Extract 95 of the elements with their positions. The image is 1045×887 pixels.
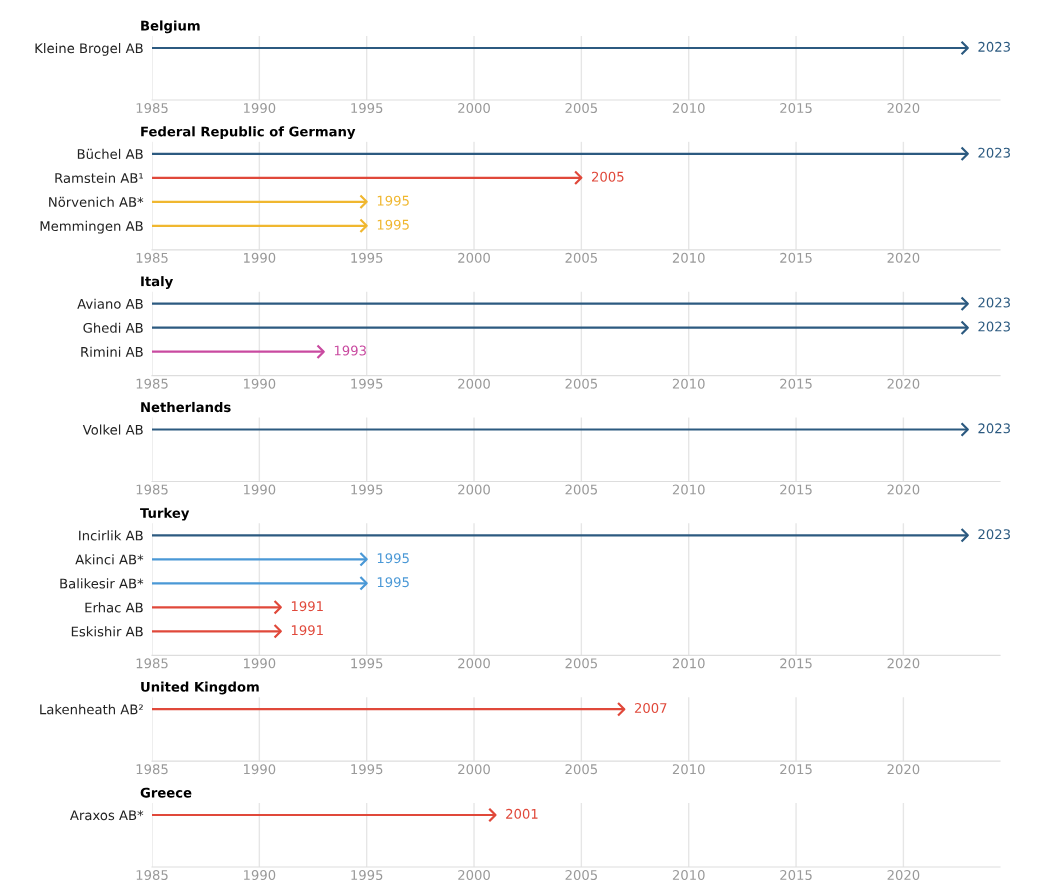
x-tick-label: 2020 — [887, 252, 920, 263]
chart-title: Greece — [140, 787, 192, 798]
x-tick-label: 2015 — [780, 484, 812, 495]
data-label: 2005 — [591, 171, 624, 182]
x-tick-label: 2000 — [458, 484, 490, 495]
chart-title: Italy — [141, 276, 173, 289]
data-label: 2023 — [978, 529, 1010, 540]
x-tick-label: 2000 — [458, 252, 490, 263]
x-tick-label: 1995 — [351, 103, 383, 113]
x-tick-label: 2020 — [887, 484, 920, 495]
y-tick-label: Rimini AB — [81, 346, 143, 357]
data-label: 1991 — [291, 601, 323, 612]
data-label: 2001 — [506, 808, 538, 819]
x-tick-label: 1990 — [244, 764, 276, 775]
x-tick-label: 1995 — [351, 378, 383, 389]
x-tick-label: 2015 — [780, 378, 812, 389]
x-tick-label: 2020 — [887, 764, 920, 775]
x-tick-label: 2015 — [780, 103, 812, 113]
x-tick-label: 2000 — [458, 764, 490, 775]
x-tick-label: 2020 — [887, 378, 920, 389]
y-tick-label: Incirlik AB — [79, 530, 143, 541]
x-tick-label: 2020 — [887, 103, 920, 113]
y-tick-label: Kleine Brogel AB — [35, 42, 143, 56]
x-tick-label: 2015 — [780, 658, 812, 669]
x-tick-label: 2000 — [458, 103, 490, 113]
chart-title: Federal Republic of Germany — [141, 126, 356, 140]
x-tick-label: 1990 — [244, 252, 276, 263]
data-label: 2023 — [978, 321, 1010, 332]
x-tick-label: 1985 — [136, 764, 168, 775]
chart-title: United Kingdom — [141, 681, 259, 695]
x-tick-label: 1995 — [351, 764, 383, 775]
x-tick-label: 1985 — [136, 870, 168, 880]
x-tick-label: 1995 — [351, 870, 383, 880]
data-label: 2023 — [978, 297, 1010, 308]
data-label: 2007 — [634, 703, 667, 713]
data-label: 1995 — [377, 577, 409, 588]
x-tick-label: 2000 — [458, 658, 490, 669]
data-label: 2023 — [978, 147, 1010, 158]
x-tick-label: 1985 — [136, 378, 168, 389]
chart-title: Turkey — [140, 507, 190, 521]
x-tick-label: 1995 — [351, 252, 383, 263]
chart-title: Netherlands — [141, 401, 231, 413]
x-tick-label: 1985 — [136, 252, 168, 263]
x-tick-label: 2020 — [887, 658, 920, 669]
data-label: 1995 — [377, 195, 409, 206]
x-tick-label: 2005 — [565, 870, 597, 880]
y-tick-label: Akinci AB* — [75, 554, 144, 565]
data-label: 2023 — [978, 41, 1010, 52]
x-tick-label: 2005 — [565, 252, 597, 263]
x-tick-label: 2005 — [565, 378, 597, 389]
x-tick-label: 2010 — [672, 870, 705, 880]
x-tick-label: 2005 — [565, 658, 597, 669]
x-tick-label: 2015 — [780, 870, 812, 880]
data-label: 1993 — [334, 345, 366, 356]
x-tick-label: 2010 — [672, 378, 705, 389]
x-tick-label: 1990 — [244, 870, 276, 880]
y-tick-label: Araxos AB* — [70, 810, 144, 821]
data-label: 1991 — [291, 625, 323, 636]
x-tick-label: 1990 — [244, 484, 276, 495]
x-tick-label: 1990 — [244, 103, 276, 113]
data-label: 2023 — [978, 423, 1010, 434]
y-tick-label: Balikesir AB* — [60, 578, 144, 589]
x-tick-label: 1985 — [136, 658, 168, 669]
y-tick-label: Volkel AB — [82, 424, 143, 435]
x-tick-label: 1985 — [136, 484, 168, 495]
y-tick-label: Aviano AB — [77, 298, 143, 309]
x-tick-label: 2005 — [565, 764, 597, 775]
data-label: 1995 — [377, 553, 409, 564]
x-tick-label: 2010 — [672, 658, 705, 669]
x-tick-label: 1995 — [351, 484, 383, 495]
x-tick-label: 1990 — [244, 378, 276, 389]
y-tick-label: Ramstein AB¹ — [55, 172, 143, 184]
x-tick-label: 1985 — [136, 103, 168, 113]
x-tick-label: 2010 — [672, 103, 705, 113]
x-tick-label: 1995 — [351, 658, 383, 669]
x-tick-label: 2010 — [672, 252, 705, 263]
y-tick-label: Lakenheath AB² — [40, 704, 143, 715]
y-tick-label: Büchel AB — [77, 148, 143, 160]
x-tick-label: 2000 — [458, 870, 490, 880]
chart-title: Belgium — [141, 20, 200, 34]
x-tick-label: 2015 — [780, 764, 812, 775]
y-tick-label: Eskishir AB — [71, 626, 143, 637]
x-tick-label: 2020 — [887, 870, 920, 880]
x-tick-label: 2005 — [565, 103, 597, 113]
data-label: 1995 — [377, 219, 409, 230]
x-tick-label: 2000 — [458, 378, 490, 389]
x-tick-label: 1990 — [244, 658, 276, 669]
y-tick-label: Memmingen AB — [40, 220, 143, 234]
y-tick-label: Erhac AB — [85, 602, 143, 613]
x-tick-label: 2010 — [672, 764, 705, 775]
y-tick-label: Nörvenich AB* — [49, 196, 144, 208]
x-tick-label: 2010 — [672, 484, 705, 495]
x-tick-label: 2005 — [565, 484, 597, 495]
y-tick-label: Ghedi AB — [83, 322, 143, 333]
x-tick-label: 2015 — [780, 252, 812, 263]
